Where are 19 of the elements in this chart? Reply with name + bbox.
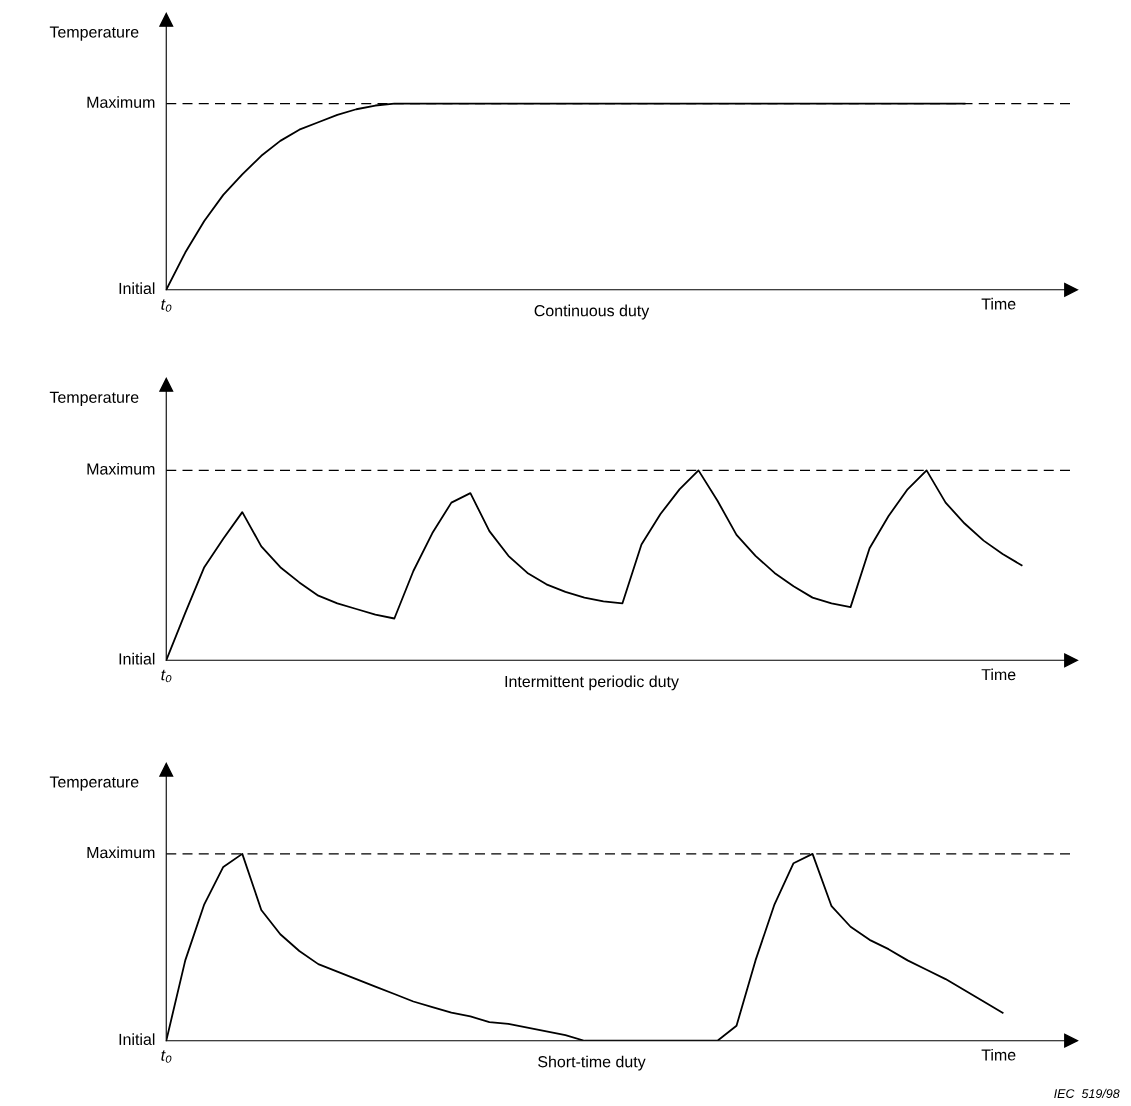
text: Initial	[119, 282, 155, 295]
text: IEC 519/98	[1054, 1088, 1120, 1098]
annotation: t₀	[161, 299, 172, 312]
y-axis-title: Temperature	[49, 26, 139, 41]
y-axis-title: Temperature	[49, 391, 139, 407]
y-axis-title: Temperature	[49, 776, 139, 791]
x-axis-title: Time	[981, 1048, 1016, 1061]
x-axis-title: Time	[981, 297, 1016, 310]
text: Initial	[119, 652, 155, 665]
ref-line-label: Maximum	[87, 462, 155, 475]
annotation: t₀	[161, 1050, 172, 1063]
text: Intermittent periodic duty	[505, 675, 679, 691]
ref-line-label: Maximum	[87, 846, 155, 859]
annotation: t₀	[161, 669, 172, 683]
text: Short-time duty	[538, 1055, 646, 1071]
text: Continuous duty	[534, 304, 650, 320]
x-axis-title: Time	[981, 668, 1016, 681]
text: Initial	[119, 1033, 155, 1046]
ref-line-label: Maximum	[87, 96, 155, 108]
